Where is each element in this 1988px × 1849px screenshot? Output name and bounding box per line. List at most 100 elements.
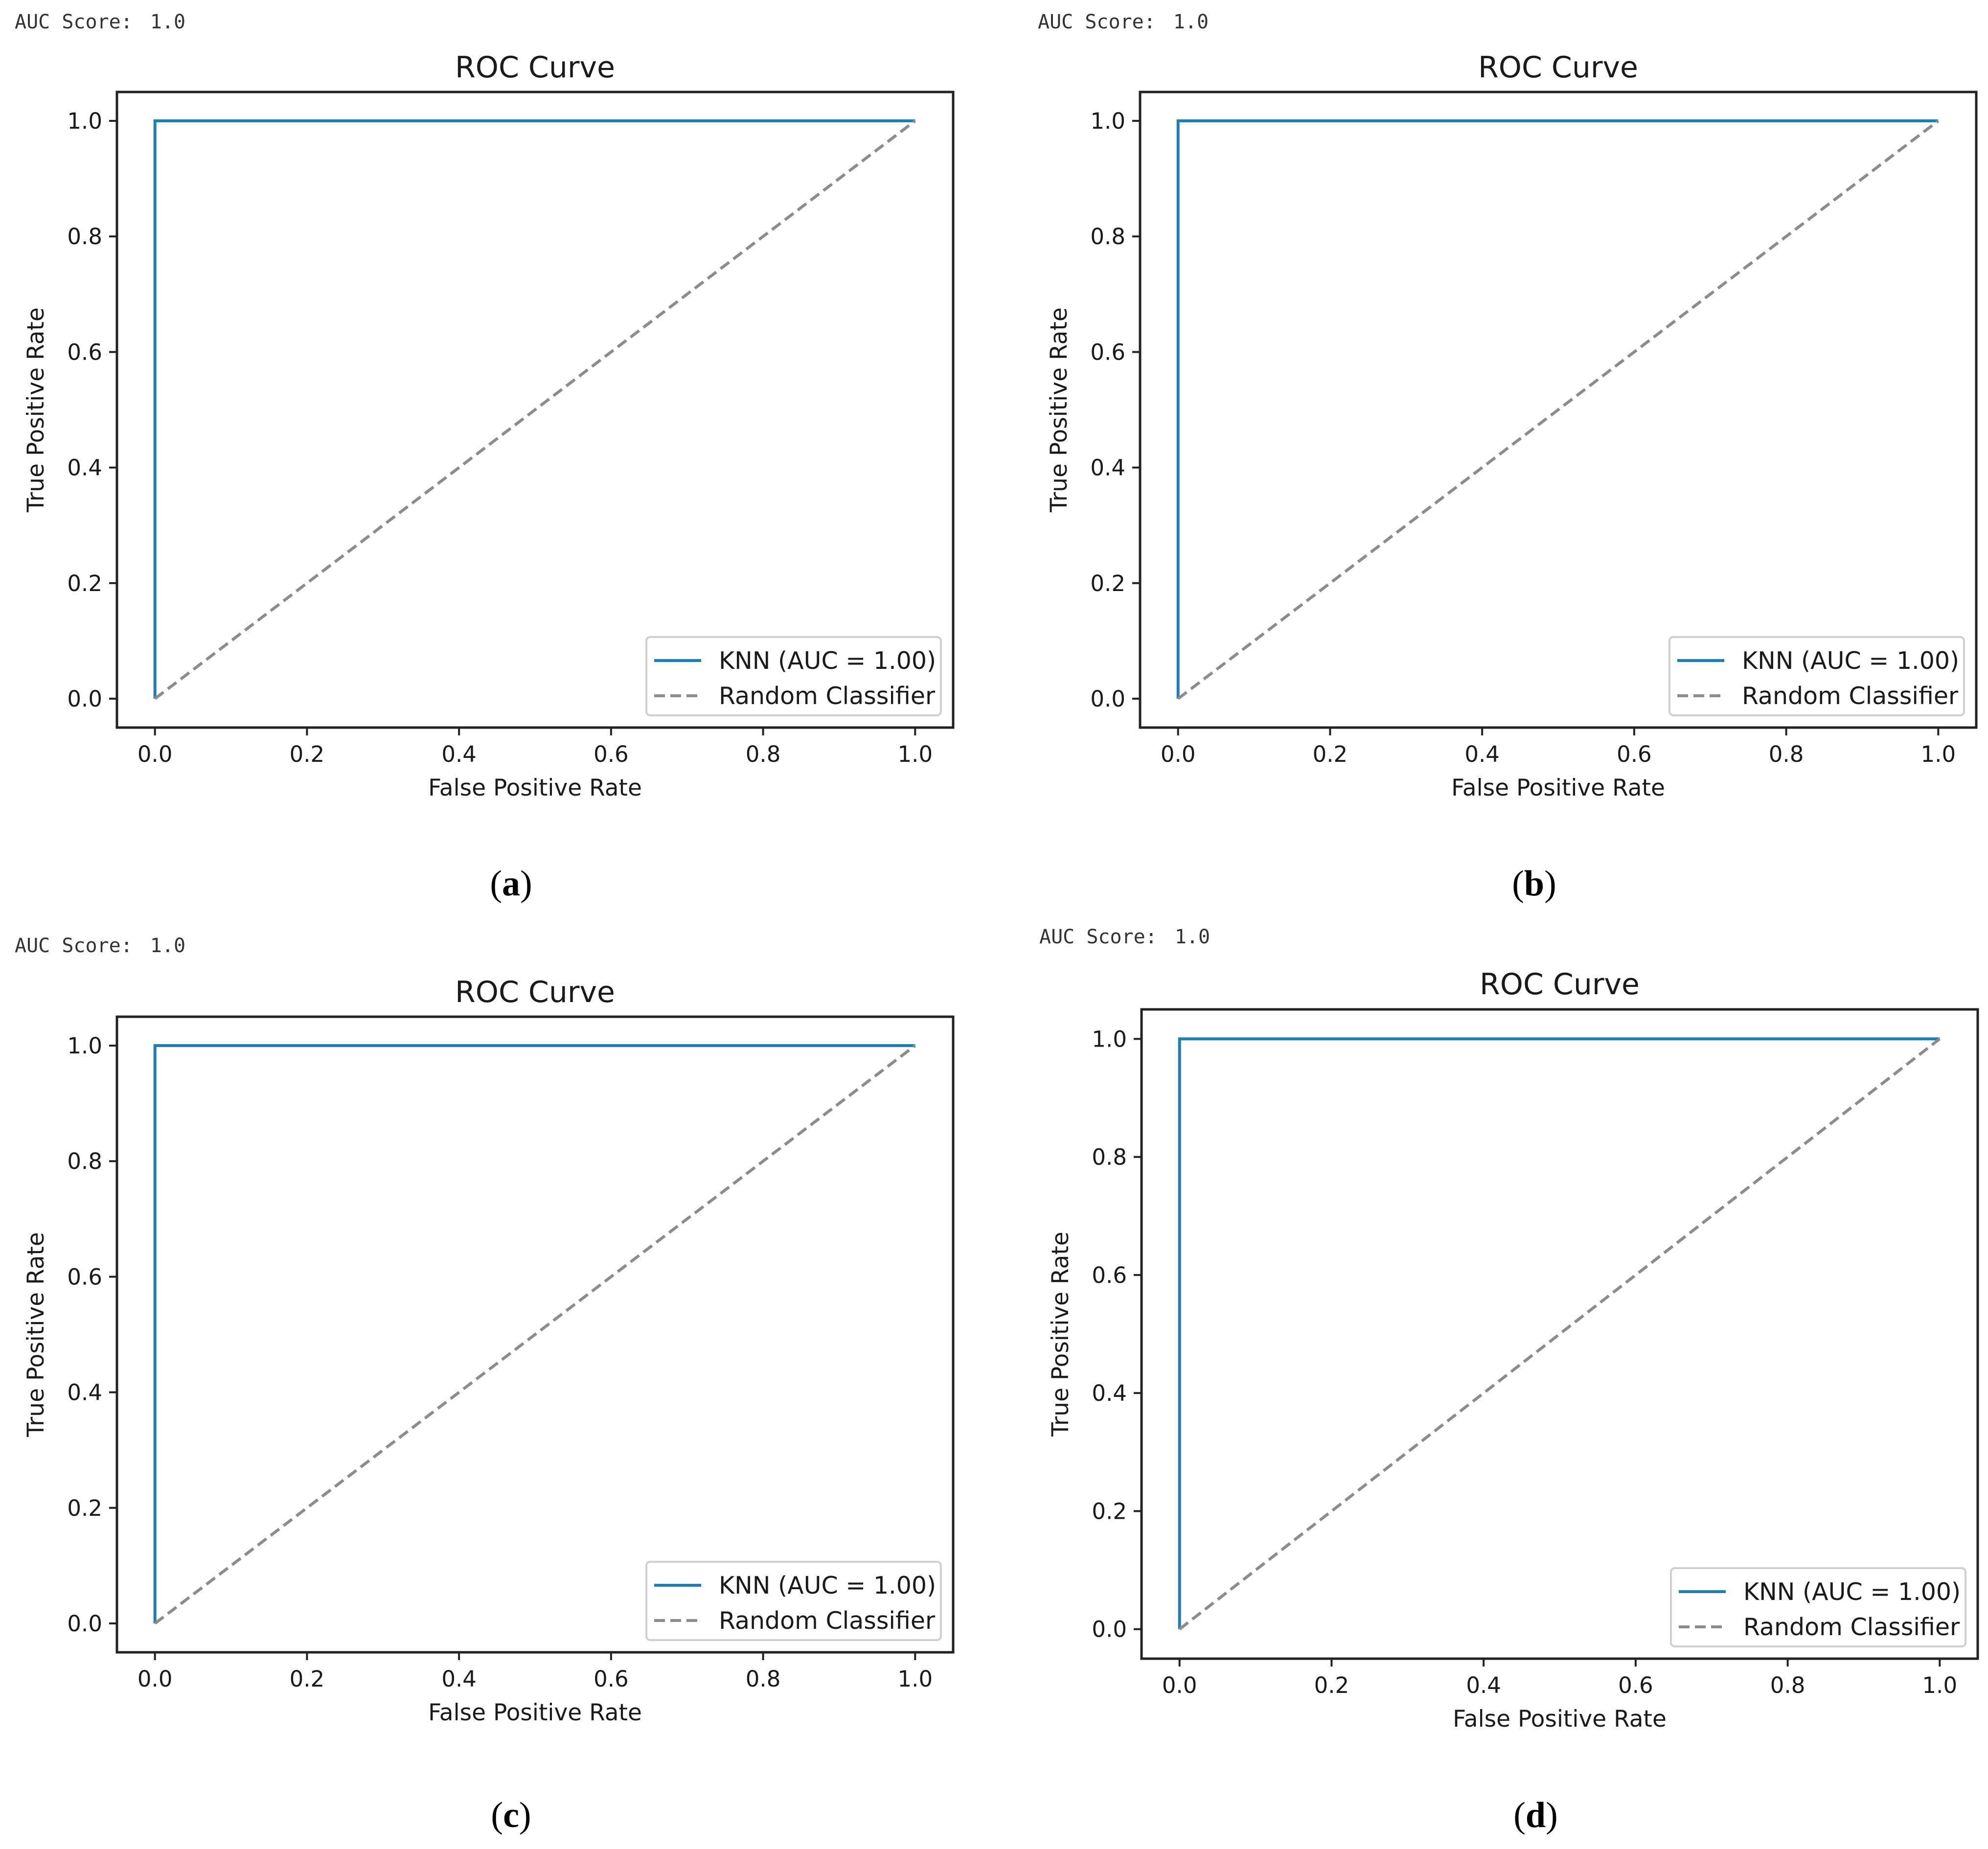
plot-frame [1139,91,1978,729]
x-tick-label: 0.0 [137,1666,173,1692]
caption-letter: b [1524,864,1544,904]
auc-score-value: 1.0 [150,935,185,957]
legend: KNN (AUC = 1.00) Random Classifier [1668,636,1965,716]
chart-title: ROC Curve [1480,967,1640,1002]
x-tick-label: 1.0 [898,741,933,767]
caption-paren-close: ) [1546,1795,1558,1835]
panel-caption: (d) [1513,1795,1557,1835]
x-tick-label: 0.6 [1618,1672,1653,1698]
auc-score-text: AUC Score: 1.0 [15,11,185,33]
y-tick-label: 0.2 [1090,571,1125,596]
caption-paren-close: ) [519,1795,531,1835]
x-tick-label: 0.0 [1162,1672,1197,1698]
panel-caption: (b) [1512,864,1556,904]
y-tick-label: 0.2 [67,571,102,596]
y-tick-label: 1.0 [1090,108,1125,134]
plot-frame [1140,1008,1979,1660]
legend-label-random: Random Classifier [1742,682,1959,710]
y-tick-label: 0.4 [1092,1380,1127,1406]
auc-score-value: 1.0 [150,11,185,33]
x-tick-label: 1.0 [898,1666,933,1692]
x-tick-label: 0.2 [1314,1672,1349,1698]
plot-frame [115,1015,955,1654]
y-tick-label: 0.4 [1090,455,1125,481]
auc-score-value: 1.0 [1175,926,1210,948]
x-tick-label: 0.4 [441,741,477,767]
legend: KNN (AUC = 1.00) Random Classifier [645,636,942,716]
x-axis-label: False Positive Rate [1453,1706,1667,1733]
legend-box [1670,1567,1966,1647]
legend: KNN (AUC = 1.00) Random Classifier [645,1561,942,1641]
auc-score-value: 1.0 [1173,11,1209,33]
y-tick-label: 0.8 [67,224,102,250]
x-tick-label: 0.2 [1313,741,1348,767]
y-tick-label: 0.6 [1092,1262,1127,1288]
x-tick-label: 1.0 [1922,1672,1958,1698]
x-axis-label: False Positive Rate [1451,775,1665,801]
y-tick-label: 0.6 [67,339,102,365]
y-tick-label: 0.8 [1090,224,1125,250]
chart-title: ROC Curve [1478,50,1638,85]
legend-label-knn: KNN (AUC = 1.00) [1742,647,1959,675]
y-tick-label: 0.2 [67,1495,102,1521]
auc-score-label: AUC Score: [1039,926,1157,948]
y-tick-label: 0.0 [1090,686,1125,712]
x-tick-label: 0.2 [290,741,325,767]
y-tick-label: 0.0 [67,686,102,712]
roc-panel-c: AUC Score: 1.0 ROC Curve 0.0 0.2 0.4 0.6 0.8 1.0… [15,935,955,1835]
auc-score-text: AUC Score: 1.0 [15,935,185,957]
y-axis-label: True Positive Rate [23,1232,49,1438]
y-tick-label: 0.0 [67,1611,102,1637]
x-tick-label: 1.0 [1921,741,1956,767]
panel-caption: (c) [491,1795,531,1835]
x-tick-label: 0.4 [1466,1672,1501,1698]
y-tick-label: 0.2 [1092,1498,1127,1524]
random-classifier-line [154,119,916,700]
auc-score-text: AUC Score: 1.0 [1038,11,1209,33]
knn-roc-line [1176,119,1939,699]
caption-letter: c [503,1795,519,1835]
y-tick-label: 1.0 [67,1033,102,1059]
chart-title: ROC Curve [455,975,615,1009]
x-tick-label: 0.8 [1770,1672,1805,1698]
legend-label-knn: KNN (AUC = 1.00) [719,1572,936,1599]
caption-paren-close: ) [520,864,532,904]
legend-label-random: Random Classifier [719,1607,936,1635]
legend-box [645,636,942,716]
x-tick-label: 0.0 [1161,741,1196,767]
roc-panel-b: AUC Score: 1.0 ROC Curve 0.0 0.2 0.4 0.6 0.8 1.0… [1038,11,1978,904]
x-axis-label: False Positive Rate [428,775,642,801]
legend: KNN (AUC = 1.00) Random Classifier [1670,1567,1966,1647]
legend-label-random: Random Classifier [1743,1613,1960,1641]
y-axis-label: True Positive Rate [23,307,49,513]
y-axis-label: True Positive Rate [1047,1232,1074,1437]
legend-label-random: Random Classifier [719,682,936,710]
roc-panel-a: AUC Score: 1.0 ROC Curve 0.0 0.2 0.4 0.6 0.8 1.0… [15,11,955,904]
panel-caption: (a) [490,864,532,904]
y-tick-label: 1.0 [67,108,102,134]
y-tick-label: 0.4 [67,455,102,481]
random-classifier-line [154,1044,916,1625]
legend-label-knn: KNN (AUC = 1.00) [719,647,936,675]
x-tick-label: 0.6 [594,1666,629,1692]
caption-paren-open: ( [491,1795,503,1835]
y-tick-label: 0.0 [1092,1617,1127,1643]
caption-paren-open: ( [490,864,502,904]
auc-score-label: AUC Score: [15,935,133,957]
y-tick-label: 0.8 [67,1148,102,1174]
legend-box [1668,636,1965,716]
random-classifier-line [1178,1037,1941,1631]
x-tick-label: 0.6 [594,741,629,767]
caption-letter: a [502,864,520,904]
x-tick-label: 0.8 [1769,741,1804,767]
y-axis-label: True Positive Rate [1046,307,1073,513]
legend-box [645,1561,942,1641]
x-tick-label: 0.0 [137,741,173,767]
x-tick-label: 0.8 [746,741,781,767]
legend-label-knn: KNN (AUC = 1.00) [1743,1578,1961,1606]
y-tick-label: 0.4 [67,1380,102,1406]
x-tick-label: 0.8 [746,1666,781,1692]
caption-paren-open: ( [1512,864,1524,904]
chart-title: ROC Curve [455,50,615,85]
